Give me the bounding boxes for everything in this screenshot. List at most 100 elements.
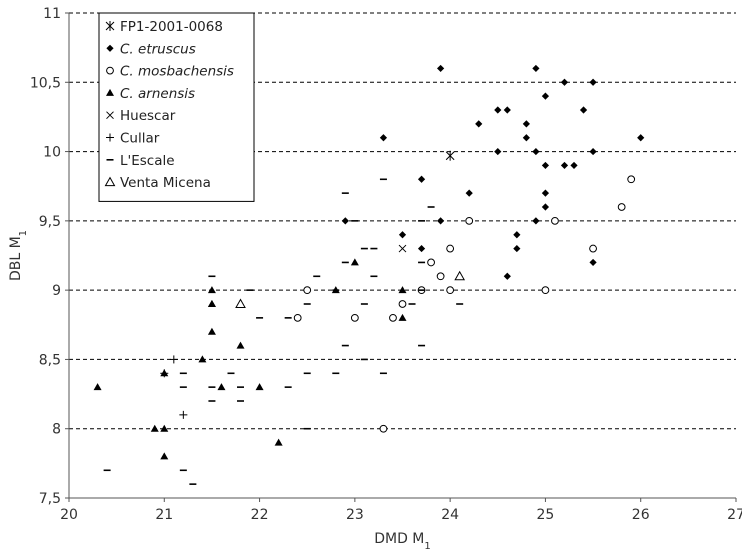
data-point — [494, 106, 502, 114]
data-point — [579, 106, 588, 114]
marker-shape — [446, 286, 455, 295]
data-point — [465, 189, 473, 197]
data-point — [541, 189, 550, 197]
data-point — [445, 150, 455, 161]
legend: FP1-2001-0068 C. etruscus C. mosbachensis C… — [98, 12, 255, 202]
marker-shape — [93, 383, 102, 391]
data-point — [207, 286, 216, 294]
data-point — [446, 286, 455, 295]
marker-shape — [427, 258, 435, 267]
marker-shape — [532, 147, 540, 156]
data-point — [532, 64, 540, 73]
marker-shape — [579, 106, 588, 114]
data-point — [274, 438, 283, 446]
marker-shape — [437, 217, 445, 225]
marker-shape — [379, 424, 388, 433]
data-point — [436, 272, 445, 281]
marker-shape — [532, 217, 540, 225]
marker-shape — [560, 161, 569, 170]
marker-shape — [541, 161, 550, 170]
marker-shape — [106, 44, 114, 52]
series-2 — [293, 175, 636, 433]
marker-shape — [513, 244, 521, 253]
gridlines — [69, 12, 736, 430]
data-point — [207, 300, 216, 307]
y-tick-label: 10,5 — [30, 75, 61, 91]
legend-item: C. arnensis — [106, 86, 195, 102]
tick-labels: 7,5 8 8,5 9 9,5 10 10,5 11 20 21 22 23 24 25 26 27 — [30, 6, 742, 523]
data-point — [541, 203, 550, 211]
data-point — [235, 298, 246, 308]
data-point — [522, 120, 530, 128]
data-point — [417, 244, 426, 253]
marker-shape — [350, 313, 359, 322]
data-point — [532, 217, 540, 225]
y-tick-label: 8,5 — [39, 352, 61, 368]
legend-item: C. etruscus — [106, 41, 196, 57]
legend-marker — [106, 44, 114, 52]
marker-shape — [150, 424, 159, 432]
marker-shape — [617, 203, 626, 211]
marker-shape — [541, 92, 550, 100]
data-point — [303, 286, 312, 295]
marker-shape — [293, 313, 302, 322]
y-tick-label: 9 — [52, 283, 61, 299]
marker-shape — [207, 286, 216, 294]
legend-label: Huescar — [120, 108, 176, 124]
data-point — [93, 383, 102, 391]
marker-shape — [341, 217, 349, 225]
marker-shape — [522, 120, 530, 128]
legend-label: FP1-2001-0068 — [120, 19, 223, 35]
data-point — [150, 424, 159, 432]
legend-item: FP1-2001-0068 — [105, 19, 223, 35]
marker-shape — [398, 244, 407, 253]
marker-shape — [160, 452, 169, 460]
series-6 — [103, 178, 464, 485]
data-point — [341, 217, 349, 225]
marker-shape — [274, 438, 283, 446]
legend-item: C. mosbachensis — [106, 64, 234, 80]
data-point — [454, 270, 466, 281]
data-point — [532, 147, 540, 156]
legend-marker — [106, 111, 114, 120]
data-point — [293, 313, 302, 322]
data-point — [398, 300, 407, 308]
y-tick-label: 7,5 — [39, 491, 61, 507]
data-point — [207, 327, 216, 335]
y-axis-title: DBL M1 — [8, 230, 29, 281]
marker-shape — [541, 286, 550, 295]
data-point — [560, 161, 569, 170]
data-point — [637, 134, 645, 142]
data-point — [475, 120, 483, 128]
data-point — [198, 355, 207, 363]
marker-shape — [303, 286, 312, 295]
series-3 — [93, 258, 407, 460]
marker-shape — [541, 189, 550, 197]
data-point — [541, 92, 550, 100]
x-tick-label: 24 — [441, 507, 459, 523]
marker-shape — [589, 258, 597, 267]
marker-shape — [255, 383, 264, 391]
y-tick-label: 11 — [43, 6, 61, 22]
marker-shape — [236, 341, 245, 349]
data-point — [560, 78, 569, 86]
data-point — [398, 313, 407, 321]
marker-shape — [235, 298, 246, 308]
marker-shape — [398, 313, 407, 321]
y-tick-label: 8 — [52, 422, 61, 438]
legend-label: C. mosbachensis — [120, 64, 234, 80]
data-point — [437, 64, 445, 73]
data-point — [350, 313, 359, 322]
data-point — [503, 272, 511, 280]
legend-item: Venta Micena — [104, 175, 211, 191]
legend-marker — [104, 176, 116, 187]
marker-shape — [160, 424, 169, 432]
data-point — [522, 134, 530, 142]
data-point — [417, 175, 426, 183]
data-point — [541, 161, 550, 170]
series-1 — [341, 64, 645, 280]
y-tick-label: 9,5 — [39, 214, 61, 230]
legend-marker — [106, 66, 114, 75]
marker-shape — [379, 134, 388, 142]
